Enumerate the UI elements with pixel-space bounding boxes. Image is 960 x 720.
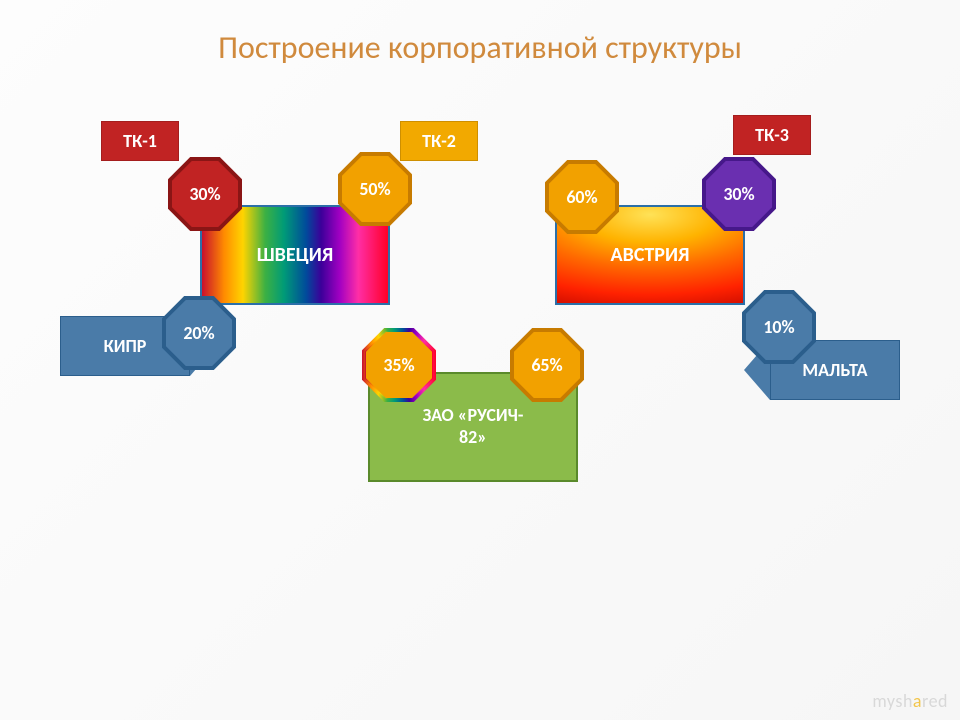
- tk-2-label: ТК-2: [422, 130, 456, 152]
- page-title: Построение корпоративной структуры: [0, 28, 960, 67]
- sweden-label: ШВЕЦИЯ: [257, 243, 334, 267]
- pct-badge-30-tk1: 30%: [168, 157, 242, 231]
- pct-label: 35%: [383, 354, 414, 376]
- pct-badge-20: 20%: [162, 296, 236, 370]
- pct-badge-60: 60%: [545, 160, 619, 234]
- watermark: myshared: [872, 690, 948, 712]
- tk-3-box: ТК-3: [733, 115, 811, 155]
- pct-badge-30-tk3: 30%: [702, 157, 776, 231]
- rusich-label: ЗАО «РУСИЧ-82»: [423, 405, 524, 448]
- cyprus-label: КИПР: [104, 335, 147, 357]
- pct-label: 60%: [566, 186, 597, 208]
- pct-label: 30%: [723, 183, 754, 205]
- pct-label: 30%: [189, 183, 220, 205]
- pct-badge-10: 10%: [742, 290, 816, 364]
- diagram-stage: Построение корпоративной структуры ТК-1 …: [0, 0, 960, 720]
- tk-3-label: ТК-3: [755, 124, 789, 146]
- tk-1-label: ТК-1: [123, 130, 157, 152]
- austria-label: АВСТРИЯ: [611, 243, 690, 267]
- pct-label: 10%: [763, 316, 794, 338]
- pct-label: 50%: [359, 178, 390, 200]
- pct-badge-50: 50%: [338, 152, 412, 226]
- pct-badge-35: 35%: [362, 328, 436, 402]
- pct-label: 65%: [531, 354, 562, 376]
- pct-label: 20%: [183, 322, 214, 344]
- pct-badge-65: 65%: [510, 328, 584, 402]
- tk-1-box: ТК-1: [101, 121, 179, 161]
